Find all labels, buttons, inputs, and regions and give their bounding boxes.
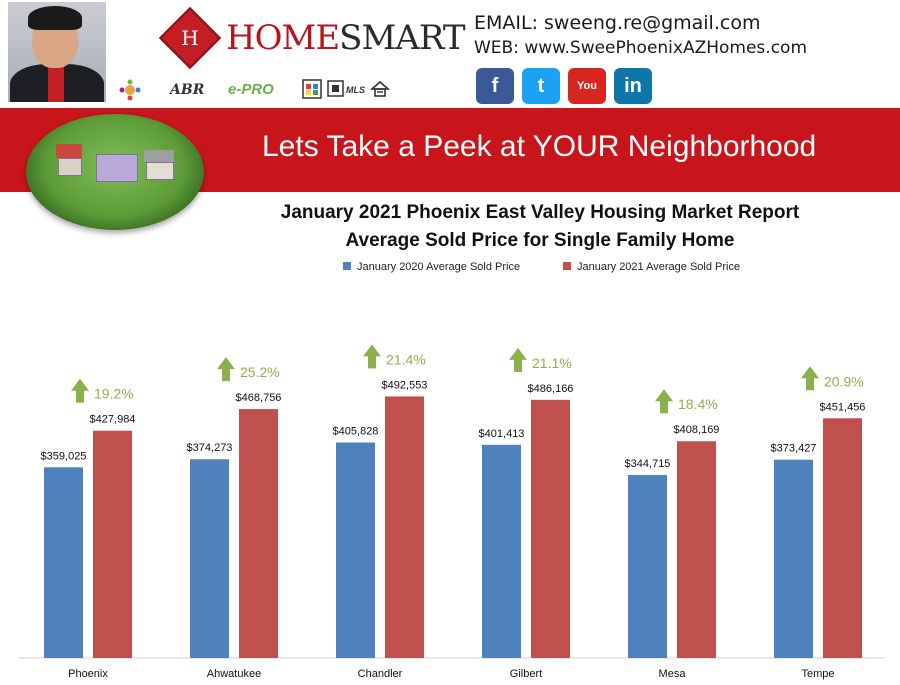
header: H HOMESMART ABR e-PRO MLS EMAIL: sweeng.… xyxy=(0,0,900,108)
up-arrow-icon-chandler xyxy=(363,344,381,369)
linkedin-glyph: in xyxy=(624,75,642,97)
brand-first: HOME xyxy=(226,18,340,58)
linkedin-icon[interactable]: in xyxy=(614,68,652,104)
bar-mesa-2 xyxy=(677,441,716,658)
tick-label-gilbert: Gilbert xyxy=(510,668,542,680)
data-label-tempe-1: $373,427 xyxy=(771,443,817,455)
tick-label-chandler: Chandler xyxy=(358,668,403,680)
change-label-chandler: 21.4% xyxy=(386,351,426,367)
tick-label-tempe: Tempe xyxy=(801,668,834,680)
bar-tempe-1 xyxy=(774,459,813,658)
abr-badge: ABR xyxy=(170,82,205,98)
brand-name: HOMESMART xyxy=(226,18,466,58)
sunburst-badge-icon xyxy=(119,79,141,101)
bar-gilbert-1 xyxy=(482,444,521,658)
up-arrow-icon-gilbert xyxy=(509,347,527,372)
brand-second: SMART xyxy=(339,18,465,58)
bar-ahwatukee-1 xyxy=(190,459,229,658)
facebook-glyph: f xyxy=(491,75,499,97)
chart-subtitle: Average Sold Price for Single Family Hom… xyxy=(345,230,735,251)
agent-photo xyxy=(8,2,106,102)
change-label-tempe: 20.9% xyxy=(824,373,864,389)
legend-swatch-2 xyxy=(563,262,571,270)
facebook-icon[interactable]: f xyxy=(476,68,514,104)
legend-label-1: January 2020 Average Sold Price xyxy=(357,261,520,273)
tick-label-phoenix: Phoenix xyxy=(68,668,108,680)
change-label-mesa: 18.4% xyxy=(678,396,718,412)
website-url[interactable]: WEB: www.SweePhoenixAZHomes.com xyxy=(474,38,808,58)
logo-letter: H xyxy=(181,26,199,50)
bar-phoenix-1 xyxy=(44,467,83,658)
twitter-icon[interactable]: t xyxy=(522,68,560,104)
data-label-gilbert-2: $486,166 xyxy=(528,383,574,395)
twitter-glyph: t xyxy=(537,75,545,97)
bar-ahwatukee-2 xyxy=(239,409,278,658)
bar-gilbert-2 xyxy=(531,399,570,658)
up-arrow-icon-tempe xyxy=(801,366,819,391)
legend-label-2: January 2021 Average Sold Price xyxy=(577,261,740,273)
youtube-icon[interactable]: You xyxy=(568,68,606,104)
youtube-glyph: You xyxy=(577,80,597,92)
bar-tempe-2 xyxy=(823,418,862,658)
tick-label-ahwatukee: Ahwatukee xyxy=(207,668,261,680)
data-label-ahwatukee-2: $468,756 xyxy=(236,392,282,404)
data-label-chandler-2: $492,553 xyxy=(382,379,428,391)
email-address[interactable]: EMAIL: sweeng.re@gmail.com xyxy=(474,12,761,34)
bar-chandler-2 xyxy=(385,396,424,658)
change-label-ahwatukee: 25.2% xyxy=(240,364,280,380)
realtor-badge-icon xyxy=(302,79,322,99)
bar-phoenix-2 xyxy=(93,430,132,658)
banner-text: Lets Take a Peek at YOUR Neighborhood xyxy=(262,130,817,163)
data-label-gilbert-1: $401,413 xyxy=(479,428,525,440)
mls-badge: MLS xyxy=(346,85,365,95)
data-label-phoenix-1: $359,025 xyxy=(41,450,87,462)
realtor-r-icon xyxy=(327,80,344,97)
data-label-chandler-1: $405,828 xyxy=(333,425,379,437)
up-arrow-icon-mesa xyxy=(655,389,673,414)
up-arrow-icon-ahwatukee xyxy=(217,357,235,382)
bar-chart: January 2020 Average Sold Price January 2… xyxy=(18,261,885,680)
data-label-tempe-2: $451,456 xyxy=(820,401,866,413)
change-label-gilbert: 21.1% xyxy=(532,355,572,371)
chart-title: January 2021 Phoenix East Valley Housing… xyxy=(280,202,800,223)
data-label-phoenix-2: $427,984 xyxy=(90,414,136,426)
neighborhood-illustration xyxy=(26,114,204,230)
legend-swatch-1 xyxy=(343,262,351,270)
data-label-ahwatukee-1: $374,273 xyxy=(187,442,233,454)
certification-badges: ABR e-PRO MLS xyxy=(118,78,398,104)
equal-housing-icon xyxy=(369,80,391,97)
change-label-phoenix: 19.2% xyxy=(94,386,134,402)
bar-chandler-1 xyxy=(336,442,375,658)
data-label-mesa-2: $408,169 xyxy=(674,424,720,436)
bar-mesa-1 xyxy=(628,474,667,658)
tick-label-mesa: Mesa xyxy=(659,668,687,680)
epro-badge: e-PRO xyxy=(228,81,274,98)
up-arrow-icon-phoenix xyxy=(71,378,89,403)
data-label-mesa-1: $344,715 xyxy=(625,458,671,470)
homesmart-logo-icon: H xyxy=(158,6,222,70)
